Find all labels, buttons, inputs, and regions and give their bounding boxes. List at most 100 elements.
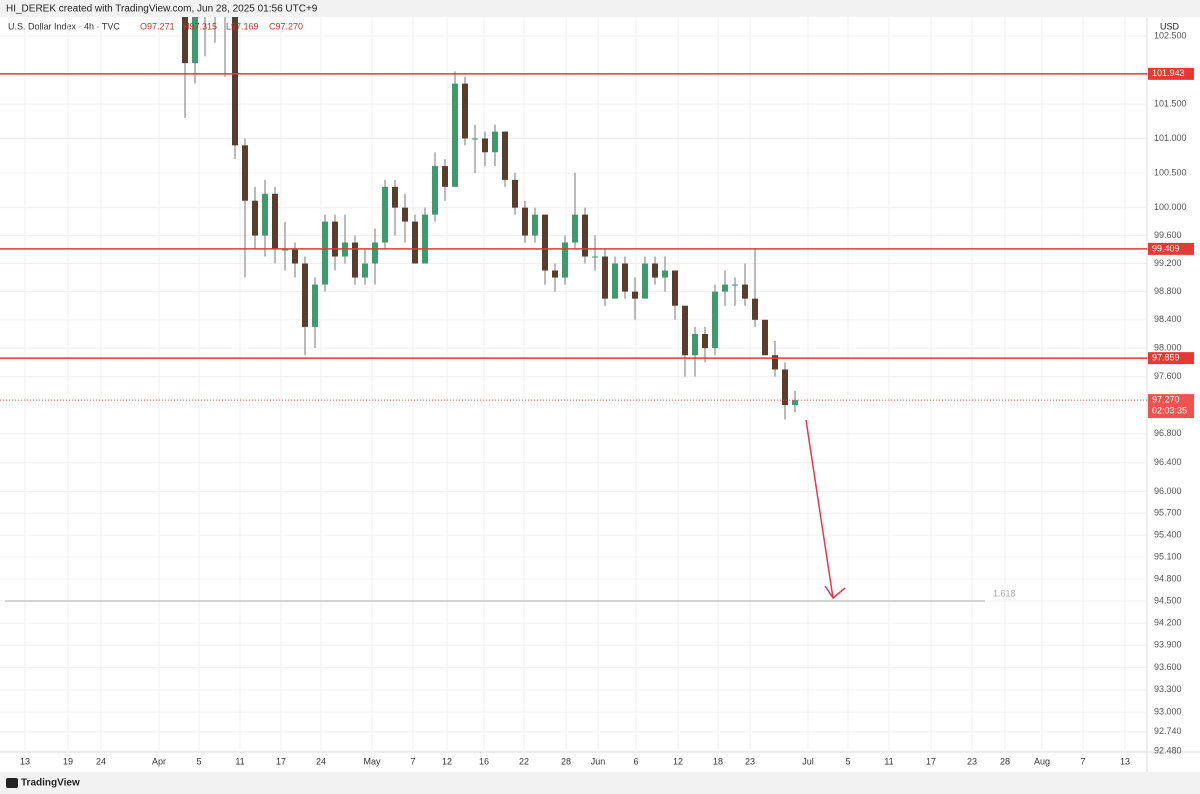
y-tick-label: 92.740 <box>1154 726 1182 736</box>
candle-body <box>762 319 768 356</box>
candle-body <box>512 179 518 208</box>
candle-body <box>312 284 318 327</box>
candle-body <box>192 17 198 64</box>
x-tick-label: 13 <box>20 756 30 766</box>
header: HI_DEREK created with TradingView.com, J… <box>6 4 318 15</box>
x-tick-label: 12 <box>442 756 452 766</box>
footer-bar <box>0 772 1200 794</box>
candle-body <box>302 263 308 327</box>
x-tick-label: 23 <box>745 756 755 766</box>
countdown: 02:03:35 <box>1152 405 1187 415</box>
y-tick-label: 98.800 <box>1154 286 1182 296</box>
candle-body <box>682 305 688 356</box>
candle-body <box>292 249 298 264</box>
candle-body <box>322 221 328 285</box>
candle-body <box>532 214 538 236</box>
x-tick-label: 5 <box>196 756 201 766</box>
currency: USD <box>1160 21 1180 31</box>
candle-body <box>252 200 258 236</box>
candle-body <box>702 333 708 349</box>
ohlc-legend: H97.315 <box>183 21 217 31</box>
x-tick-label: 28 <box>1000 756 1010 766</box>
y-tick-label: 96.800 <box>1154 428 1182 438</box>
y-tick-label: 96.000 <box>1154 486 1182 496</box>
footer-logo: TradingView <box>21 778 80 789</box>
last-price-tag <box>1148 394 1194 419</box>
y-tick-label: 96.400 <box>1154 457 1182 467</box>
y-tick-label: 95.700 <box>1154 508 1182 518</box>
x-tick-label: 22 <box>519 756 529 766</box>
y-tick-label: 101.000 <box>1154 133 1187 143</box>
candle-body <box>432 166 438 215</box>
ohlc-legend: C97.270 <box>269 21 303 31</box>
x-tick-label: 24 <box>96 756 106 766</box>
y-tick-label: 99.600 <box>1154 230 1182 240</box>
candle-body <box>592 256 598 258</box>
y-tick-label: 93.300 <box>1154 684 1182 694</box>
candle-body <box>752 298 758 320</box>
level-tag <box>1148 67 1194 80</box>
candle-body <box>692 333 698 356</box>
y-tick-label: 93.600 <box>1154 662 1182 672</box>
candle-body <box>602 256 608 299</box>
x-tick-label: 19 <box>63 756 73 766</box>
ohlc-legend: L97.169 <box>226 21 259 31</box>
candle-body <box>542 214 548 271</box>
candle-body <box>472 138 478 140</box>
x-tick-label: 18 <box>713 756 723 766</box>
candle-body <box>362 263 368 278</box>
level-tag <box>1148 352 1194 365</box>
candle-body <box>562 242 568 278</box>
y-tick-label: 98.000 <box>1154 343 1182 353</box>
candle-body <box>572 214 578 243</box>
candle-body <box>672 270 678 306</box>
ohlc-legend: O97.271 <box>140 21 175 31</box>
candle-body <box>632 291 638 299</box>
y-tick-label: 94.800 <box>1154 573 1182 583</box>
y-tick-label: 93.000 <box>1154 707 1182 717</box>
candle-body <box>422 214 428 264</box>
x-tick-label: 5 <box>845 756 850 766</box>
candle-body <box>412 221 418 264</box>
candle-body <box>282 249 288 251</box>
candle-body <box>792 400 798 406</box>
candle-body <box>232 17 238 146</box>
candle-body <box>182 17 188 64</box>
level-label: 99.409 <box>1152 243 1180 253</box>
x-tick-label: 16 <box>479 756 489 766</box>
x-tick-label: 6 <box>633 756 638 766</box>
candle-body <box>612 263 618 299</box>
candle-body <box>392 186 398 208</box>
x-tick-label: 17 <box>276 756 286 766</box>
x-tick-label: 17 <box>926 756 936 766</box>
candle-body <box>332 221 338 257</box>
projection-arrow <box>805 419 846 600</box>
candle-body <box>442 166 448 187</box>
x-tick-label: 28 <box>561 756 571 766</box>
candle-body <box>482 138 488 153</box>
candle-body <box>772 355 778 370</box>
candle-body <box>262 193 268 236</box>
level-tag <box>1148 242 1194 255</box>
candle-body <box>722 284 728 292</box>
y-tick-label: 98.400 <box>1154 314 1182 324</box>
candle-body <box>462 83 468 139</box>
y-tick-label: 102.500 <box>1154 30 1187 40</box>
symbol-legend: U.S. Dollar Index · 4h · TVC <box>8 21 120 31</box>
candle-body <box>622 263 628 292</box>
level-label: 101.943 <box>1152 68 1185 78</box>
candle-body <box>522 207 528 236</box>
candle-body <box>452 83 458 187</box>
y-tick-label: 94.500 <box>1154 595 1182 605</box>
candle-body <box>242 145 248 201</box>
x-tick-label: May <box>363 756 381 766</box>
last-price-label: 97.270 <box>1152 394 1180 404</box>
candle-body <box>352 242 358 278</box>
y-tick-label: 97.600 <box>1154 371 1182 381</box>
header-bar <box>0 0 1200 17</box>
x-tick-label: 24 <box>316 756 326 766</box>
candle-body <box>372 242 378 264</box>
candle-body <box>652 263 658 278</box>
x-tick-label: Jul <box>802 756 814 766</box>
